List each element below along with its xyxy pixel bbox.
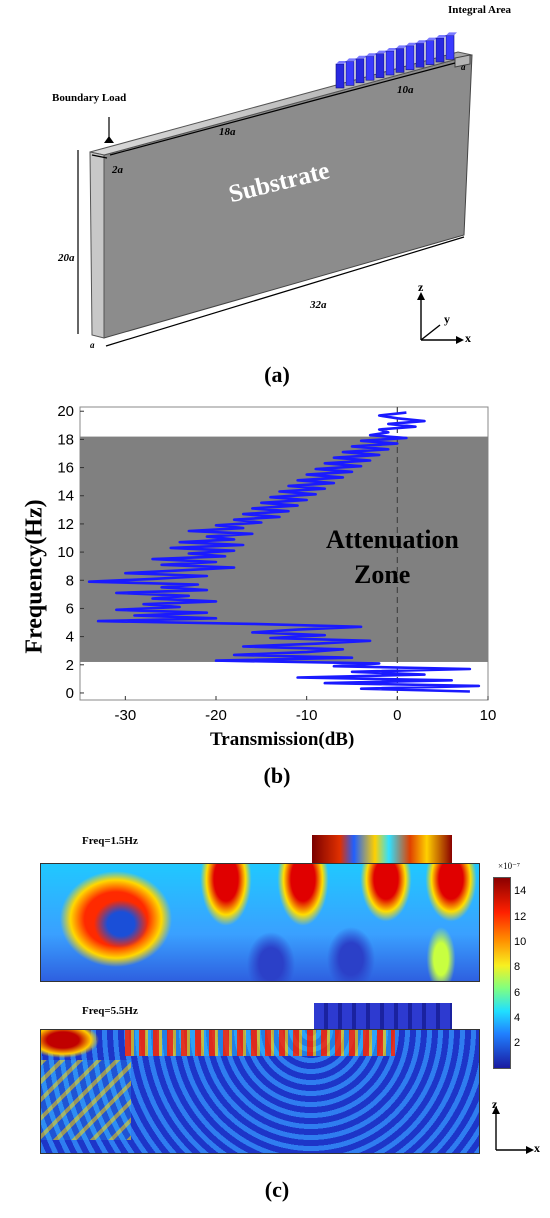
pillar (375, 53, 385, 78)
dim-2a: 2a (112, 164, 123, 176)
colorbar-tick-label: 8 (514, 961, 521, 974)
y-tick-label: 16 (57, 460, 74, 477)
pillar-top (346, 58, 357, 62)
integral-area-block (454, 54, 471, 68)
pillar (335, 63, 345, 89)
panel-b: -30 -20 -10 0 10 0 2 4 6 8 10 12 14 16 18 20 Attenuati… (0, 395, 550, 805)
substrate-front-face (103, 54, 473, 339)
x-tick-label: -20 (205, 707, 227, 724)
pillar (345, 61, 355, 86)
pillar-array (335, 32, 457, 89)
dim-18a: 18a (219, 126, 236, 138)
pillar (395, 48, 405, 73)
pillar (355, 58, 365, 84)
pillar (425, 40, 435, 65)
freq-label-2: Freq=5.5Hz (82, 1005, 138, 1017)
pillar (415, 42, 425, 68)
pillar-top (406, 42, 417, 46)
colorbar-ticks: 14 12 10 8 6 4 2 (514, 877, 544, 1067)
colorbar-tick-label: 14 (514, 885, 527, 898)
axis-x-label-c: x (534, 1141, 540, 1155)
y-tick-label: 0 (66, 685, 74, 702)
dim-a-bottom: a (90, 340, 95, 350)
pillar-top (416, 40, 427, 44)
field-pillars-2 (314, 1003, 452, 1029)
pillar-top (356, 55, 367, 59)
substrate-3d-diagram (77, 32, 473, 347)
colorbar-tick-label: 4 (514, 1011, 521, 1024)
y-tick-label: 8 (66, 572, 74, 589)
pillar-top (436, 35, 447, 38)
x-axis-title: Transmission(dB) (210, 729, 355, 750)
field-map-1-5hz (40, 863, 480, 982)
field-map-5-5hz (40, 1029, 480, 1154)
axis-y-label-a: y (444, 312, 450, 326)
integral-area-label: Integral Area (448, 4, 512, 16)
pillar-top (336, 61, 347, 64)
y-axis-title: Frequency(Hz) (21, 499, 48, 654)
x-tick-label: 0 (393, 707, 401, 724)
dim-10a: 10a (397, 84, 414, 96)
colorbar-tick-label: 2 (514, 1037, 521, 1050)
pillar-top (386, 48, 397, 51)
axis-triad-a (420, 298, 458, 341)
y-tick-label: 12 (57, 516, 74, 533)
panel-c-label: (c) (264, 1177, 290, 1202)
transmission-chart: -30 -20 -10 0 10 0 2 4 6 8 10 12 14 16 18 20 (57, 403, 497, 724)
y-tick-label: 10 (57, 544, 74, 561)
pillar-top (426, 37, 437, 41)
y-tick-label: 2 (66, 657, 74, 674)
attenuation-zone-label-1: Attenuation (326, 525, 459, 554)
field-pillars-1 (312, 835, 452, 863)
axis-triad-c (492, 1106, 534, 1154)
pillar (385, 50, 395, 76)
pillar (435, 37, 445, 63)
substrate-side-face (89, 151, 105, 339)
dim-a-top: a (461, 62, 466, 72)
pillar-top (366, 53, 377, 57)
x-tick-label: 10 (480, 707, 497, 724)
axis-z-label-a: z (418, 280, 424, 294)
y-tick-label: 4 (66, 629, 74, 646)
colorbar-tick-label: 10 (514, 935, 527, 948)
attenuation-zone-label-2: Zone (354, 560, 411, 589)
pillar (445, 35, 455, 60)
pillar-top (446, 32, 457, 36)
dim-32a: 32a (310, 299, 327, 311)
colorbar-tick-label: 12 (514, 910, 527, 923)
axis-x-label-a: x (465, 331, 471, 345)
y-tick-label: 6 (66, 600, 74, 617)
x-tick-label: -10 (296, 707, 318, 724)
panel-a-label: (a) (264, 362, 290, 387)
panel-c: Freq=1.5Hz Freq=5.5Hz ×10⁻⁷ 14 12 10 8 6 4 2 z… (0, 805, 550, 1218)
y-tick-label: 20 (57, 403, 74, 420)
pillar-top (376, 50, 387, 54)
axis-z-label-c: z (492, 1097, 498, 1111)
dim-20a: 20a (58, 252, 75, 264)
transmission-curve (87, 411, 481, 693)
x-tick-label: -30 (114, 707, 136, 724)
y-tick-label: 18 (57, 431, 74, 448)
colorbar-exponent: ×10⁻⁷ (498, 861, 520, 871)
pillar (405, 45, 415, 71)
freq-label-1: Freq=1.5Hz (82, 835, 138, 847)
pillar (365, 55, 375, 81)
panel-b-label: (b) (263, 763, 291, 788)
pillar-top (396, 45, 407, 49)
colorbar (493, 877, 511, 1069)
panel-a: Integral Area Boundary Load Substrate 18… (0, 0, 550, 395)
colorbar-tick-label: 6 (514, 986, 521, 999)
boundary-load-label: Boundary Load (52, 92, 127, 104)
y-tick-label: 14 (57, 488, 74, 505)
